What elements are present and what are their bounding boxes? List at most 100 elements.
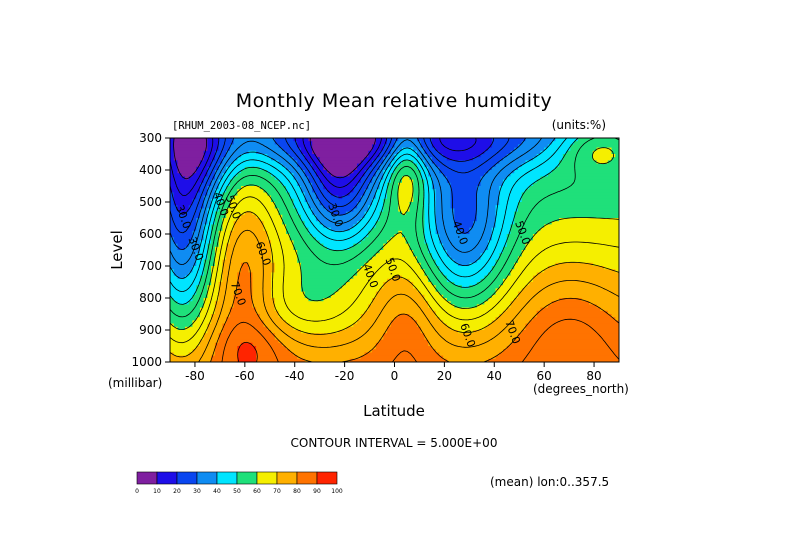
contour-fill-band	[170, 246, 179, 251]
contour-fill-band	[203, 195, 216, 200]
contour-fill-band	[211, 227, 223, 232]
contour-fill-band	[357, 166, 369, 171]
contour-fill-band	[480, 182, 504, 187]
file-label: [RHUM_2003-08_NCEP.nc]	[172, 120, 311, 132]
contour-fill-band	[173, 298, 194, 302]
contour-fill-band	[345, 282, 384, 286]
contour-fill-band	[506, 237, 534, 241]
contour-fill-band	[241, 214, 257, 219]
contour-fill-band	[170, 173, 182, 177]
contour-fill-band	[196, 259, 205, 264]
contour-fill-band	[495, 317, 534, 321]
contour-fill-band	[170, 342, 201, 347]
contour-fill-band	[237, 189, 265, 193]
contour-fill-band	[271, 157, 295, 161]
contour-fill-band	[170, 291, 197, 296]
contour-fill-band	[222, 259, 272, 264]
contour-fill-band	[226, 150, 250, 155]
contour-fill-band	[170, 163, 179, 168]
contour-fill-band	[226, 186, 242, 190]
contour-fill-band	[188, 176, 205, 181]
contour-fill-band	[372, 202, 384, 206]
contour-fill-band	[170, 150, 175, 155]
contour-fill-band	[428, 301, 452, 305]
contour-fill-band	[181, 211, 186, 216]
contour-fill-band	[203, 301, 216, 305]
contour-line	[170, 138, 477, 196]
contour-fill-band	[184, 211, 201, 216]
contour-fill-band	[476, 195, 500, 200]
contour-fill-band	[431, 256, 452, 261]
contour-fill-band	[252, 304, 276, 309]
contour-fill-band	[170, 275, 179, 280]
contour-fill-band	[278, 208, 298, 213]
contour-fill-band	[394, 170, 422, 174]
contour-fill-band	[431, 138, 493, 142]
contour-fill-band	[323, 186, 354, 190]
contour-fill-band	[312, 211, 332, 216]
contour-fill-band	[170, 147, 175, 152]
contour-fill-band	[256, 214, 283, 219]
contour-fill-band	[491, 144, 519, 149]
contour-fill-band	[536, 154, 564, 158]
contour-fill-band	[300, 278, 351, 283]
contour-fill-band	[289, 195, 306, 200]
contour-fill-band	[297, 259, 369, 264]
contour-line	[170, 138, 556, 279]
contour-fill-band	[207, 147, 220, 152]
contour-fill-band	[435, 208, 455, 213]
contour-fill-band	[488, 246, 504, 251]
contour-fill-band	[218, 294, 235, 299]
contour-fill-band	[226, 253, 272, 257]
contour-fill-band	[532, 237, 619, 241]
contour-fill-band	[218, 208, 227, 213]
contour-fill-band	[476, 282, 504, 286]
contour-fill-band	[177, 166, 197, 171]
contour-fill-band	[383, 147, 392, 152]
contour-fill-band	[207, 256, 216, 261]
contour-fill-band	[536, 310, 609, 315]
contour-fill-band	[252, 288, 272, 293]
x-axis-units: (degrees_north)	[533, 382, 629, 396]
contour-fill-band	[536, 272, 619, 277]
contour-fill-band	[510, 269, 545, 273]
contour-fill-band	[267, 154, 291, 158]
contour-fill-band	[435, 349, 504, 353]
contour-fill-band	[237, 192, 268, 197]
contour-fill-band	[170, 208, 179, 213]
contour-fill-band	[170, 294, 194, 299]
contour-fill-band	[398, 202, 411, 206]
contour-fill-band	[319, 176, 362, 181]
contour-fill-band	[229, 230, 268, 235]
contour-fill-band	[308, 179, 321, 184]
contour-fill-band	[229, 237, 268, 241]
contour-fill-band	[446, 358, 489, 362]
contour-fill-band	[480, 179, 504, 184]
contour-fill-band	[428, 166, 440, 171]
x-tick-label: 40	[487, 369, 502, 383]
contour-fill-band	[170, 285, 197, 289]
contour-fill-band	[170, 234, 194, 238]
contour-fill-band	[536, 179, 619, 184]
contour-fill-band	[435, 211, 455, 216]
contour-fill-band	[364, 173, 377, 177]
contour-fill-band	[360, 179, 373, 184]
contour-fill-band	[222, 224, 235, 229]
contour-fill-band	[300, 218, 317, 222]
contour-fill-band	[480, 278, 504, 283]
contour-fill-band	[439, 317, 497, 321]
contour-fill-band	[368, 307, 433, 312]
contour-fill-band	[349, 278, 388, 283]
contour-fill-band	[379, 186, 388, 190]
contour-fill-band	[304, 195, 317, 200]
contour-fill-band	[368, 259, 418, 264]
contour-fill-band	[559, 160, 598, 165]
contour-fill-band	[297, 355, 362, 360]
contour-fill-band	[570, 144, 619, 149]
contour-fill-band	[398, 195, 414, 200]
contour-fill-band	[274, 176, 295, 181]
contour-fill-band	[551, 170, 619, 174]
contour-fill-band	[476, 186, 500, 190]
contour-fill-band	[196, 224, 205, 229]
contour-fill-band	[431, 144, 493, 149]
